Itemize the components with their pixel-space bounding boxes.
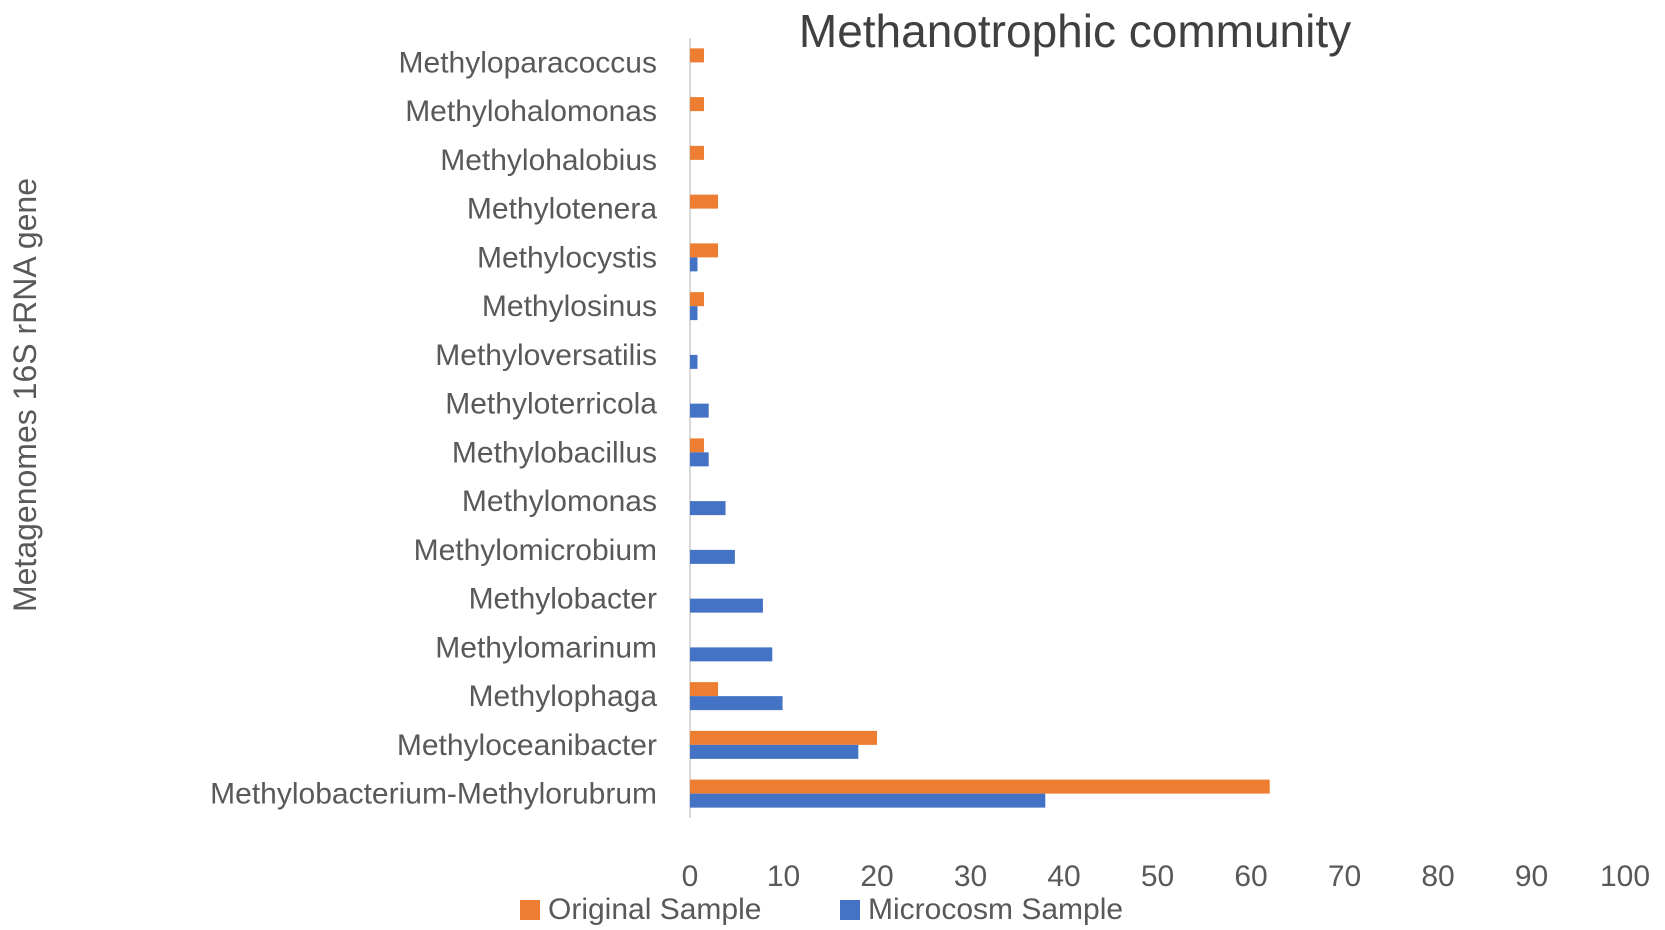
x-tick-labels: 0 10 20 30 40 50 60 70 80 90 100 <box>682 860 1650 893</box>
bar-original <box>690 243 719 258</box>
bar-microcosm <box>690 793 1046 808</box>
category-label: Methylomicrobium <box>414 534 657 567</box>
x-tick-label: 10 <box>767 860 800 893</box>
category-label: Methylobacillus <box>452 436 657 469</box>
legend-swatch <box>520 900 540 920</box>
category-label: Methylophaga <box>469 680 658 713</box>
category-label: Methylobacterium-Methylorubrum <box>210 778 657 811</box>
bar-original <box>690 48 705 63</box>
category-labels: Methyloparacoccus Methylohalomonas Methylo… <box>210 46 657 810</box>
x-tick-label: 40 <box>1047 860 1080 893</box>
chart-title: Methanotrophic community <box>799 5 1351 57</box>
legend: Original Sample Microcosm Sample <box>520 893 1123 926</box>
category-label: Methyloterricola <box>445 388 657 421</box>
bar-original <box>690 97 705 112</box>
x-tick-label: 0 <box>682 860 699 893</box>
bar-microcosm <box>690 257 698 272</box>
bar-original <box>690 292 705 307</box>
category-label: Methylohalobius <box>440 144 657 177</box>
bar-original <box>690 779 1270 794</box>
bar-microcosm <box>690 598 763 613</box>
x-tick-label: 100 <box>1600 860 1650 893</box>
category-label: Methylohalomonas <box>405 95 657 128</box>
bar-microcosm <box>690 403 709 418</box>
category-label: Methylocystis <box>477 241 657 274</box>
bar-microcosm <box>690 306 698 321</box>
legend-label: Microcosm Sample <box>868 893 1123 926</box>
bar-microcosm <box>690 354 698 369</box>
x-tick-label: 50 <box>1141 860 1174 893</box>
bar-original <box>690 730 877 745</box>
bar-microcosm <box>690 696 783 711</box>
bar-original <box>690 682 719 697</box>
category-label: Methylosinus <box>482 290 657 323</box>
category-label: Methylobacter <box>469 583 657 616</box>
bars-group <box>690 48 1270 808</box>
x-tick-label: 60 <box>1234 860 1267 893</box>
bar-original <box>690 194 719 209</box>
x-tick-label: 80 <box>1421 860 1454 893</box>
x-tick-label: 20 <box>860 860 893 893</box>
legend-swatch <box>840 900 860 920</box>
bar-original <box>690 145 705 160</box>
category-label: Methylotenera <box>467 193 657 226</box>
category-label: Methylomonas <box>462 485 657 518</box>
bar-microcosm <box>690 452 709 467</box>
bar-microcosm <box>690 744 859 759</box>
x-tick-label: 30 <box>954 860 987 893</box>
bar-microcosm <box>690 549 735 564</box>
bar-microcosm <box>690 647 773 662</box>
category-label: Methyloversatilis <box>435 339 657 372</box>
x-tick-label: 70 <box>1328 860 1361 893</box>
legend-label: Original Sample <box>548 893 761 926</box>
bar-microcosm <box>690 501 726 516</box>
bar-original <box>690 438 705 453</box>
y-axis-label: Metagenomes 16S rRNA gene <box>7 178 43 612</box>
category-label: Methylomarinum <box>435 631 657 664</box>
x-tick-label: 90 <box>1515 860 1548 893</box>
category-label: Methyloparacoccus <box>399 46 657 79</box>
category-label: Methyloceanibacter <box>397 729 657 762</box>
